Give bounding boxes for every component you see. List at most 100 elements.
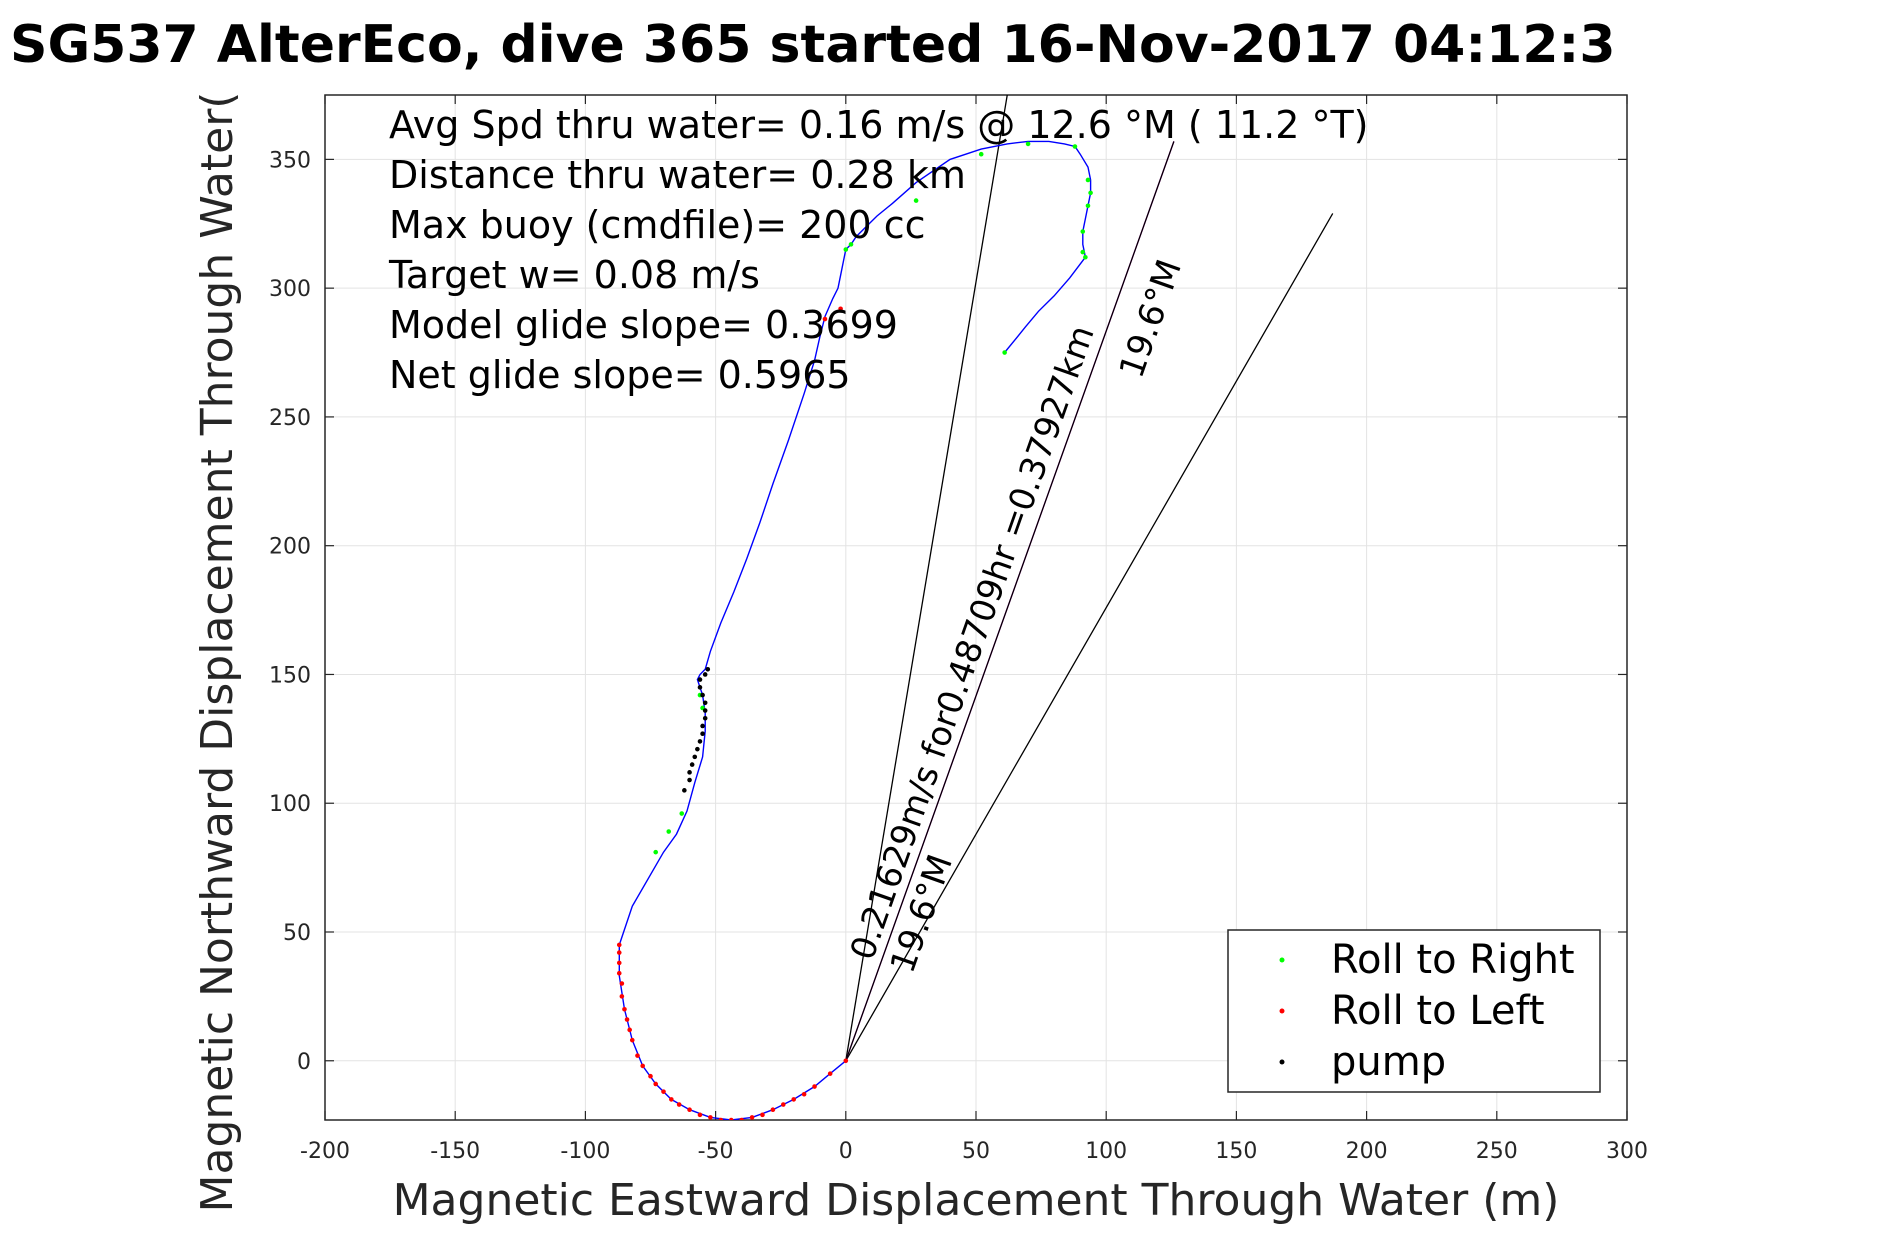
y-tick-label: 150 (269, 663, 311, 688)
x-tick-label: 200 (1346, 1139, 1388, 1164)
marker-roll-to-right (1080, 229, 1086, 234)
marker-roll-to-left (627, 1027, 632, 1033)
marker-roll-to-left (616, 960, 622, 966)
x-tick-label: 150 (1215, 1139, 1257, 1164)
x-axis-ticks: -200 -150 -100 -50 0 50 100 150 200 250 300 (300, 95, 1648, 1164)
marker-roll-to-left (687, 1107, 692, 1112)
marker-roll-to-right (1025, 141, 1031, 147)
marker-roll-to-left (843, 1058, 849, 1064)
marker-roll-to-left (697, 1112, 703, 1118)
marker-pump (682, 788, 687, 793)
marker-roll-to-left (728, 1117, 734, 1120)
marker-roll-to-right (848, 242, 854, 247)
reference-line-black-line-2 (845, 213, 1334, 1062)
marker-roll-to-left (781, 1102, 786, 1107)
annotation-model-glide: Model glide slope= 0.3699 (389, 303, 898, 347)
y-tick-label: 200 (269, 535, 311, 560)
annotation-target-w: Target w= 0.08 m/s (388, 253, 760, 297)
reference-lines (845, 95, 1334, 1062)
marker-roll-to-left (624, 1017, 630, 1022)
marker-pump (687, 770, 692, 775)
reference-line-black-line-1 (845, 95, 1008, 1061)
marker-pump (702, 708, 708, 713)
y-tick-label: 250 (269, 406, 311, 431)
marker-roll-to-left (760, 1112, 765, 1118)
marker-roll-to-right (1085, 177, 1091, 183)
marker-roll-to-left (708, 1115, 713, 1120)
marker-points (616, 141, 1093, 1120)
y-axis-ticks: 0 50 100 150 200 250 300 350 (269, 148, 1627, 1075)
marker-roll-to-left (676, 1102, 682, 1107)
marker-roll-to-left (770, 1107, 776, 1112)
marker-roll-to-left (648, 1073, 653, 1079)
marker-pump (700, 731, 705, 736)
marker-pump (702, 700, 708, 706)
y-tick-label: 300 (269, 277, 311, 302)
legend-marker-pump (1279, 1059, 1285, 1065)
legend-entry-roll-left: Roll to Left (1279, 988, 1545, 1034)
marker-roll-to-right (1080, 249, 1086, 255)
legend-label-roll-right: Roll to Right (1331, 937, 1575, 983)
x-tick-label: 250 (1476, 1139, 1518, 1164)
y-tick-label: 100 (269, 792, 311, 817)
legend: Roll to Right Roll to Left pump (1227, 929, 1601, 1093)
marker-roll-to-left (822, 316, 828, 322)
legend-marker-roll-right (1279, 957, 1285, 963)
x-tick-label: -50 (698, 1139, 734, 1164)
stats-annotation: Avg Spd thru water= 0.16 m/s @ 12.6 °M (… (388, 103, 1369, 397)
x-tick-label: 0 (839, 1139, 853, 1164)
chart-title: SG537 AlterEco, dive 365 started 16-Nov-… (10, 15, 1616, 75)
marker-roll-to-left (749, 1115, 755, 1120)
marker-roll-to-right (653, 849, 659, 855)
reference-line-black-line-3 (845, 141, 1175, 1061)
marker-roll-to-left (616, 950, 622, 955)
x-tick-label: -200 (300, 1139, 350, 1164)
marker-roll-to-left (791, 1097, 797, 1102)
marker-roll-to-right (1083, 254, 1088, 260)
track-line (618, 140, 1092, 1120)
annotation-max-buoy: Max buoy (cmdfile)= 200 cc (389, 203, 926, 247)
marker-roll-to-left (619, 981, 625, 986)
marker-roll-to-right (913, 198, 919, 203)
marker-roll-to-right (843, 247, 849, 252)
y-tick-label: 0 (297, 1050, 311, 1075)
annotation-net-glide: Net glide slope= 0.5965 (389, 353, 851, 397)
marker-pump (702, 672, 708, 677)
x-tick-label: 300 (1606, 1139, 1648, 1164)
marker-roll-to-left (827, 1071, 833, 1076)
legend-box (1227, 929, 1601, 1093)
x-tick-label: -150 (430, 1139, 480, 1164)
legend-label-pump: pump (1331, 1039, 1446, 1085)
marker-pump (695, 746, 700, 752)
marker-roll-to-right (1085, 203, 1091, 209)
x-tick-label: -100 (560, 1139, 610, 1164)
x-tick-label: 50 (962, 1139, 990, 1164)
marker-roll-to-left (622, 1006, 627, 1012)
y-axis-label: Magnetic Northward Displacement Through … (192, 92, 243, 1213)
annotation-distance: Distance thru water= 0.28 km (389, 153, 966, 197)
y-tick-label: 50 (283, 921, 311, 946)
marker-roll-to-left (661, 1089, 666, 1094)
marker-roll-to-left (616, 970, 622, 976)
marker-pump (700, 723, 705, 729)
marker-roll-to-right (666, 829, 672, 834)
annotation-avg-speed: Avg Spd thru water= 0.16 m/s @ 12.6 °M (… (389, 103, 1369, 147)
marker-roll-to-right (978, 151, 984, 157)
legend-entry-roll-right: Roll to Right (1279, 937, 1575, 983)
marker-pump (697, 739, 703, 744)
marker-roll-to-left (801, 1091, 807, 1097)
marker-roll-to-left (635, 1053, 640, 1058)
marker-roll-to-left (616, 942, 622, 948)
marker-roll-to-left (718, 1117, 724, 1120)
marker-pump (689, 762, 695, 767)
marker-roll-to-left (619, 994, 625, 999)
marker-roll-to-right (1002, 350, 1007, 355)
marker-roll-to-left (653, 1081, 659, 1087)
marker-pump (697, 677, 703, 682)
marker-roll-to-left (739, 1117, 744, 1120)
marker-pump (700, 692, 705, 698)
marker-roll-to-right (1088, 190, 1093, 196)
marker-roll-to-right (679, 811, 685, 816)
legend-label-roll-left: Roll to Left (1331, 988, 1545, 1034)
